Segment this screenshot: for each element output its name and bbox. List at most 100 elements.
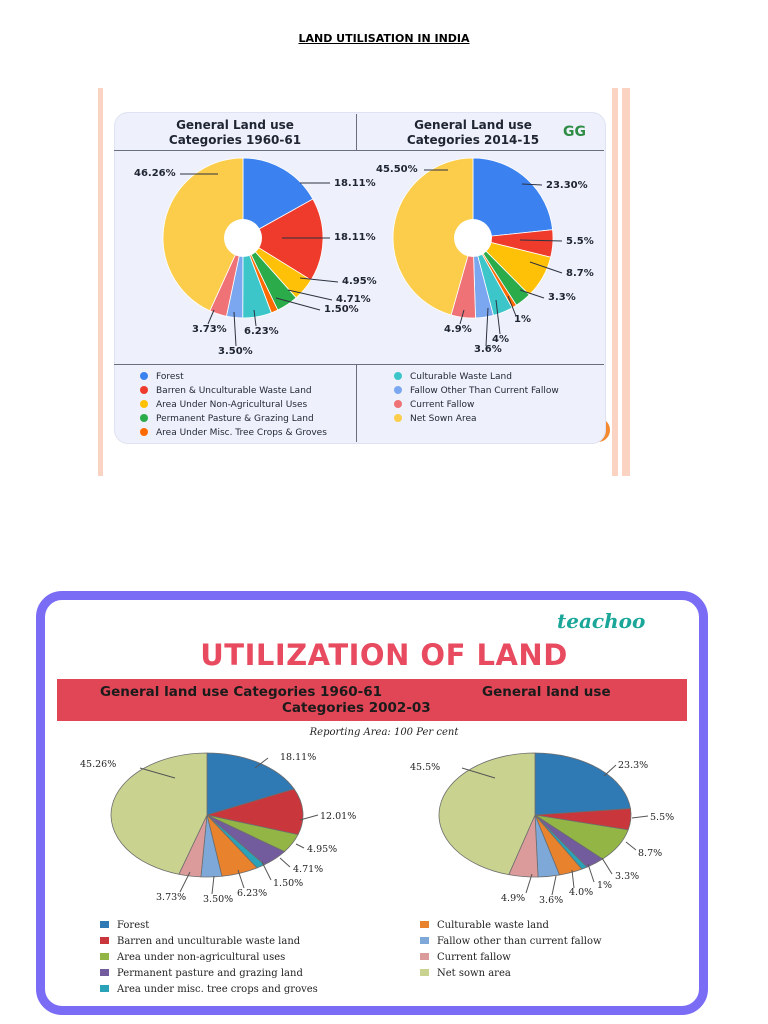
leader-line-4	[287, 289, 333, 301]
legend-item: Area under non-agricultural uses	[100, 952, 285, 963]
legend-swatch	[394, 400, 402, 408]
pie1-label-current-fallow: 3.73%	[192, 324, 227, 335]
leader-line-15	[495, 299, 501, 335]
decor-stripe-right-1	[612, 88, 618, 476]
leader-line-b-10	[603, 764, 617, 777]
reporting-area: Reporting Area: 100 Per cent	[309, 727, 459, 738]
legend-label: Permanent Pasture & Grazing Land	[156, 414, 314, 424]
legend-item: Net Sown Area	[394, 414, 477, 424]
legend-label: Area Under Non-Agricultural Uses	[156, 400, 308, 410]
leader-line-b-14	[587, 863, 595, 883]
leader-line-7	[207, 309, 215, 325]
legend-swatch	[140, 386, 148, 394]
pie2-label-non-agri: 8.7%	[566, 268, 594, 279]
pie4-label-pasture: 3.3%	[615, 871, 640, 882]
legend-swatch	[140, 414, 148, 422]
leader-line-10	[521, 183, 543, 186]
leader-line-b-17	[551, 875, 557, 896]
pie3-slice-8	[110, 752, 208, 875]
legend-item: Area Under Misc. Tree Crops & Groves	[140, 428, 327, 438]
pie1-slice-8	[162, 157, 244, 312]
legend-item: Barren and unculturable waste land	[100, 936, 300, 947]
leader-line-b-2	[299, 814, 319, 821]
legend-swatch	[100, 953, 109, 960]
pie3-label-forest: 18.11%	[280, 752, 317, 763]
pie1-label-fallow-other: 3.50%	[218, 346, 253, 357]
pie2-slice-8	[392, 157, 474, 316]
chart-heading-2014: General Land use Categories 2014-15	[406, 118, 540, 147]
pie4-slice-0	[534, 752, 631, 816]
legend-item: Area Under Non-Agricultural Uses	[140, 400, 307, 410]
legend-swatch	[420, 921, 429, 928]
legend-label: Permanent pasture and grazing land	[117, 968, 303, 979]
pie3-label-fallow-other: 3.50%	[203, 894, 234, 905]
legend-swatch	[100, 969, 109, 976]
legend-label: Fallow other than current fallow	[437, 936, 602, 947]
legend-label: Forest	[117, 920, 150, 931]
leader-line-13	[519, 289, 545, 299]
legend-item: Current Fallow	[394, 400, 474, 410]
legend-swatch	[100, 985, 109, 992]
pie2-label-forest: 23.30%	[546, 180, 588, 191]
legend-label: Culturable Waste Land	[410, 372, 512, 382]
pie3-label-culturable: 6.23%	[237, 888, 268, 899]
legend-label: Forest	[156, 372, 184, 382]
legend-swatch	[394, 372, 402, 380]
pie4-slice-8	[438, 752, 536, 876]
pie2-slice-0	[472, 157, 554, 239]
leader-line-b-3	[295, 843, 305, 849]
pie4-label-tree-crops: 1%	[597, 880, 613, 891]
pie2-label-tree-crops: 1%	[514, 314, 531, 325]
pie3-label-current-fallow: 3.73%	[156, 892, 187, 903]
leader-line-b-8	[211, 875, 215, 895]
pie1-label-tree-crops: 1.50%	[324, 304, 359, 315]
banner-right-text-1: General land use	[482, 684, 611, 700]
chart-heading-1960: General Land use Categories 1960-61	[168, 118, 302, 147]
legend-label: Current fallow	[437, 952, 511, 963]
legend-item: Permanent Pasture & Grazing Land	[140, 414, 314, 424]
legend-swatch	[394, 414, 402, 422]
pie1-label-barren: 18.11%	[334, 232, 376, 243]
header-vertical-divider	[356, 114, 357, 150]
legend-swatch	[100, 937, 109, 944]
leader-line-11	[519, 239, 563, 242]
gfg-logo: GG	[563, 124, 586, 140]
pie3-label-barren: 12.01%	[320, 811, 357, 822]
legend-label: Area Under Misc. Tree Crops & Groves	[156, 428, 327, 438]
legend-item: Fallow Other Than Current Fallow	[394, 386, 559, 396]
leader-line-b-0	[139, 767, 176, 779]
leader-line-b-12	[625, 841, 637, 851]
legend-label: Net Sown Area	[410, 414, 477, 424]
leader-line-3	[299, 277, 339, 283]
legend-item: Forest	[100, 920, 149, 931]
legend-swatch	[420, 953, 429, 960]
pie1-label-culturable: 6.23%	[244, 326, 279, 337]
leader-line-b-9	[461, 767, 496, 779]
leader-line-b-13	[601, 857, 613, 875]
pie3-label-tree-crops: 1.50%	[273, 878, 304, 889]
pie2-donut-hole	[454, 219, 492, 257]
legend-swatch	[100, 921, 109, 928]
legend-item: Area under misc. tree crops and groves	[100, 984, 318, 995]
pie4-label-current-fallow: 4.9%	[501, 893, 526, 904]
legend-item: Current fallow	[420, 952, 511, 963]
legend-label: Area under misc. tree crops and groves	[117, 984, 318, 995]
leader-line-b-4	[279, 857, 291, 868]
decor-stripe-right-2	[622, 88, 630, 476]
leader-line-b-7	[179, 871, 191, 893]
decor-stripe-left	[98, 88, 103, 476]
pie3-slice-0	[206, 752, 295, 816]
pie1-label-forest: 18.11%	[334, 178, 376, 189]
pie4-label-culturable: 4.0%	[569, 887, 594, 898]
banner-right-text-2: Categories 2002-03	[282, 700, 431, 716]
legend-swatch	[140, 400, 148, 408]
pie2-label-fallow-other: 3.6%	[474, 344, 502, 355]
legend-label: Fallow Other Than Current Fallow	[410, 386, 559, 396]
pie1-donut-hole	[224, 219, 262, 257]
page-title: LAND UTILISATION IN INDIA	[298, 32, 470, 45]
legend-label: Culturable waste land	[437, 920, 549, 931]
pie1-slice-0	[242, 157, 314, 239]
leader-line-b-16	[525, 873, 533, 894]
legend-swatch	[140, 428, 148, 436]
